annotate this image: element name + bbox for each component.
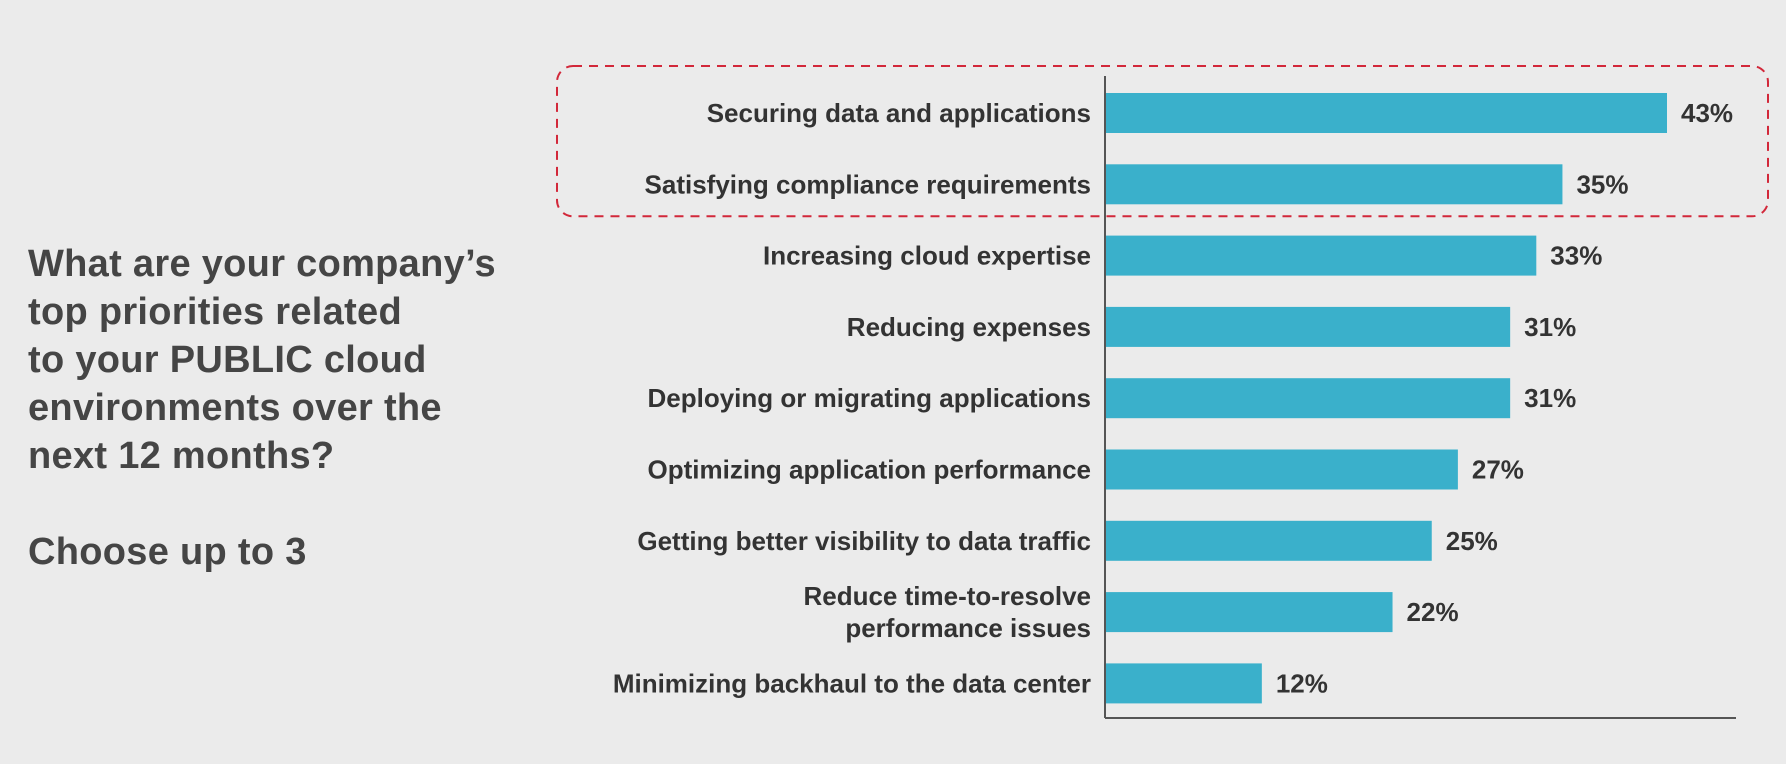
- bar: [1105, 93, 1667, 133]
- category-label: performance issues: [845, 613, 1091, 643]
- category-label: Optimizing application performance: [648, 455, 1092, 485]
- category-label: Securing data and applications: [707, 98, 1091, 128]
- bar: [1105, 520, 1432, 561]
- survey-question: What are your company’s top priorities r…: [28, 240, 548, 576]
- category-label: Getting better visibility to data traffi…: [637, 526, 1091, 556]
- value-label: 43%: [1681, 98, 1733, 128]
- value-label: 25%: [1446, 526, 1498, 556]
- category-label: Minimizing backhaul to the data center: [613, 668, 1091, 698]
- highlight-box: [556, 65, 1769, 218]
- bar: [1105, 663, 1262, 704]
- bar: [1105, 592, 1393, 633]
- question-line: environments over the: [28, 387, 442, 429]
- category-label: Increasing cloud expertise: [763, 241, 1091, 271]
- value-label: 27%: [1472, 455, 1524, 485]
- question-line: What are your company’s: [28, 243, 496, 285]
- category-label: Reduce time-to-resolve: [803, 581, 1091, 611]
- value-label: 22%: [1407, 597, 1459, 627]
- bar: [1105, 235, 1537, 276]
- bar: [1105, 449, 1458, 490]
- question-instruction: Choose up to 3: [28, 531, 307, 573]
- question-line: to your PUBLIC cloud: [28, 339, 427, 381]
- category-label: Reducing expenses: [847, 312, 1091, 342]
- bar: [1105, 378, 1511, 419]
- question-line: next 12 months?: [28, 435, 335, 477]
- category-label: Satisfying compliance requirements: [645, 169, 1091, 199]
- bar: [1105, 164, 1563, 205]
- value-label: 35%: [1576, 169, 1628, 199]
- value-label: 33%: [1550, 241, 1602, 271]
- question-line: top priorities related: [28, 291, 403, 333]
- value-label: 31%: [1524, 383, 1576, 413]
- value-label: 12%: [1276, 668, 1328, 698]
- value-label: 31%: [1524, 312, 1576, 342]
- bar: [1105, 306, 1511, 347]
- category-label: Deploying or migrating applications: [648, 383, 1092, 413]
